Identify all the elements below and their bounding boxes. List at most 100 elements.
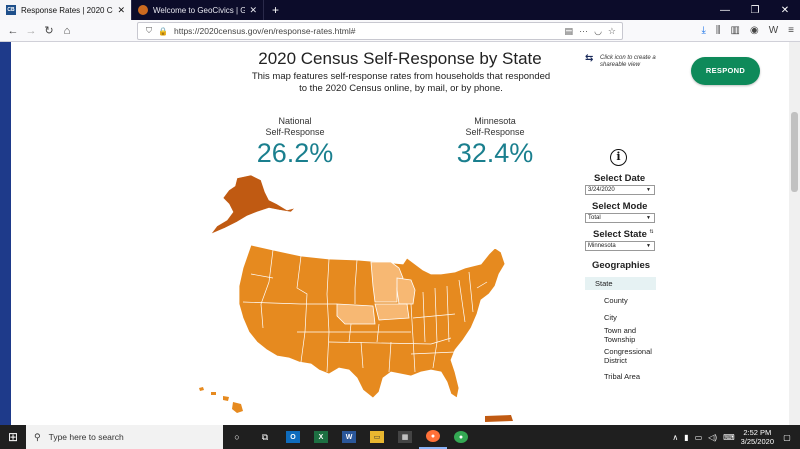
excel-icon[interactable]: X [307, 425, 335, 449]
windows-start-icon[interactable]: ⊞ [7, 430, 19, 444]
task-view-icon[interactable]: ⧉ [261, 431, 269, 442]
national-label-line1: National [278, 116, 312, 126]
window-controls: — ❐ ✕ [710, 5, 800, 16]
network-icon[interactable]: ▭ [694, 432, 703, 442]
chevron-down-icon: ▼ [646, 243, 651, 249]
territory-puerto-rico[interactable] [485, 415, 513, 422]
reader-view-icon[interactable]: ▤ [564, 25, 574, 36]
forward-icon[interactable]: → [25, 24, 37, 37]
date-select[interactable]: 3/24/2020 ▼ [585, 185, 655, 195]
geography-option-tribal-area[interactable]: Tribal Area [604, 372, 640, 381]
national-stat: National Self-Response 26.2% [240, 116, 350, 169]
restore-icon[interactable]: ❐ [750, 4, 760, 16]
state-iowa[interactable] [374, 303, 410, 321]
state-stat: Minnesota Self-Response 32.4% [440, 116, 550, 169]
state-select-value: Minnesota [588, 243, 616, 249]
state-hawaii[interactable] [199, 387, 243, 413]
lock-icon[interactable]: 🔒 [158, 26, 168, 36]
date-select-value: 3/24/2020 [588, 187, 615, 193]
windows-taskbar: ⊞ ⚲ Type here to search ○ ⧉ O X W ▭ ▦ ● … [0, 425, 800, 449]
taskbar-clock[interactable]: 2:52 PM 3/25/2020 [741, 428, 774, 446]
minimize-icon[interactable]: — [720, 4, 730, 16]
cortana-icon[interactable]: ○ [234, 432, 240, 442]
web-page: 2020 Census Self-Response by State This … [11, 42, 789, 425]
home-icon[interactable]: ⌂ [63, 24, 71, 37]
select-mode-label: Select Mode [592, 201, 648, 212]
shield-icon[interactable]: ⛉ [146, 26, 152, 35]
share-text: Click icon to create a shareable view [600, 55, 656, 68]
geography-option-congressional-district[interactable]: Congressional District [604, 347, 652, 365]
outlook-icon[interactable]: O [279, 425, 307, 449]
download-icon[interactable]: ⤓ [701, 25, 706, 36]
account-icon[interactable]: ◉ [749, 25, 759, 36]
page-description: This map features self-response rates fr… [251, 71, 551, 94]
close-tab-icon[interactable]: ✕ [249, 4, 257, 15]
geography-option-county[interactable]: County [604, 296, 628, 305]
library-icon[interactable]: ⫼ [715, 25, 721, 36]
info-icon[interactable]: i [610, 149, 627, 166]
national-value: 26.2% [256, 138, 334, 168]
firefox-icon[interactable]: ● [419, 425, 447, 449]
sidebar-icon[interactable]: ▥ [730, 25, 740, 36]
geography-option-state[interactable]: State [585, 277, 656, 290]
chevron-down-icon: ▼ [646, 215, 651, 221]
select-state-text: Select State [593, 229, 647, 240]
us-map[interactable] [11, 42, 789, 425]
state-wisconsin[interactable] [396, 277, 416, 305]
census-favicon-icon: CB [6, 5, 16, 15]
select-state-label: Select State ⇅ [593, 229, 654, 240]
tab-title: Welcome to GeoCivics | GeoCivics [153, 5, 246, 15]
geography-option-city[interactable]: City [604, 313, 617, 322]
browser-nav-bar: ← → ↻ ⌂ ⛉ 🔒 https://2020census.gov/en/re… [0, 20, 800, 42]
page-title: 2020 Census Self-Response by State [258, 49, 542, 68]
taskbar-search[interactable]: ⚲ Type here to search [26, 425, 223, 449]
tab-response-rates[interactable]: CB Response Rates | 2020 Census ✕ [0, 0, 132, 20]
tab-geocivics[interactable]: Welcome to GeoCivics | GeoCivics ✕ [132, 0, 264, 20]
tray-expand-icon[interactable]: ∧ [672, 432, 679, 442]
taskbar-search-placeholder: Type here to search [48, 432, 124, 442]
extension-icon[interactable]: W [768, 25, 779, 36]
mode-select-value: Total [588, 215, 601, 221]
reload-icon[interactable]: ↻ [44, 25, 54, 37]
geography-option-town-township[interactable]: Town and Township [604, 326, 637, 344]
tab-title: Response Rates | 2020 Census [21, 5, 113, 15]
respond-button[interactable]: RESPOND [691, 57, 760, 85]
more-actions-icon[interactable]: ··· [579, 25, 589, 36]
keyboard-icon[interactable]: ⌨ [723, 432, 735, 442]
state-alaska[interactable] [210, 174, 296, 235]
menu-icon[interactable]: ≡ [788, 25, 794, 36]
url-text[interactable]: https://2020census.gov/en/response-rates… [174, 26, 356, 36]
back-icon[interactable]: ← [7, 24, 19, 37]
file-explorer-icon[interactable]: ▭ [363, 425, 391, 449]
system-tray: ∧ ▮ ▭ ◁) ⌨ 2:52 PM 3/25/2020 ▢ [672, 428, 800, 446]
browser-tab-bar: CB Response Rates | 2020 Census ✕ Welcom… [0, 0, 800, 20]
state-borders [242, 249, 488, 373]
chrome-icon[interactable]: ● [447, 425, 475, 449]
notifications-icon[interactable]: ▢ [783, 432, 791, 442]
state-label-line2: Self-Response [465, 126, 525, 137]
address-bar[interactable]: ⛉ 🔒 https://2020census.gov/en/response-r… [137, 22, 623, 40]
volume-icon[interactable]: ◁) [708, 432, 718, 442]
bookmark-star-icon[interactable]: ☆ [607, 25, 616, 36]
calculator-icon[interactable]: ▦ [391, 425, 419, 449]
geocivics-favicon-icon [138, 5, 148, 15]
state-select[interactable]: Minnesota ▼ [585, 241, 655, 251]
word-icon[interactable]: W [335, 425, 363, 449]
clock-date: 3/25/2020 [740, 437, 774, 446]
new-tab-icon[interactable]: + [272, 3, 280, 17]
state-nebraska[interactable] [336, 303, 376, 325]
geographies-title: Geographies [592, 260, 651, 271]
mode-select[interactable]: Total ▼ [585, 213, 655, 223]
page-scrollbar[interactable] [789, 42, 800, 425]
close-tab-icon[interactable]: ✕ [117, 4, 125, 15]
sort-icon[interactable]: ⇅ [649, 229, 654, 235]
pocket-icon[interactable]: ◡ [594, 25, 602, 36]
state-label-line1: Minnesota [474, 116, 516, 126]
battery-icon[interactable]: ▮ [684, 432, 689, 442]
search-icon: ⚲ [34, 431, 41, 442]
share-view[interactable]: ⇆ Click icon to create a shareable view [585, 53, 660, 69]
scrollbar-thumb[interactable] [791, 112, 798, 192]
share-icon[interactable]: ⇆ [585, 53, 594, 64]
clock-time: 2:52 PM [743, 428, 772, 437]
close-window-icon[interactable]: ✕ [780, 4, 790, 16]
